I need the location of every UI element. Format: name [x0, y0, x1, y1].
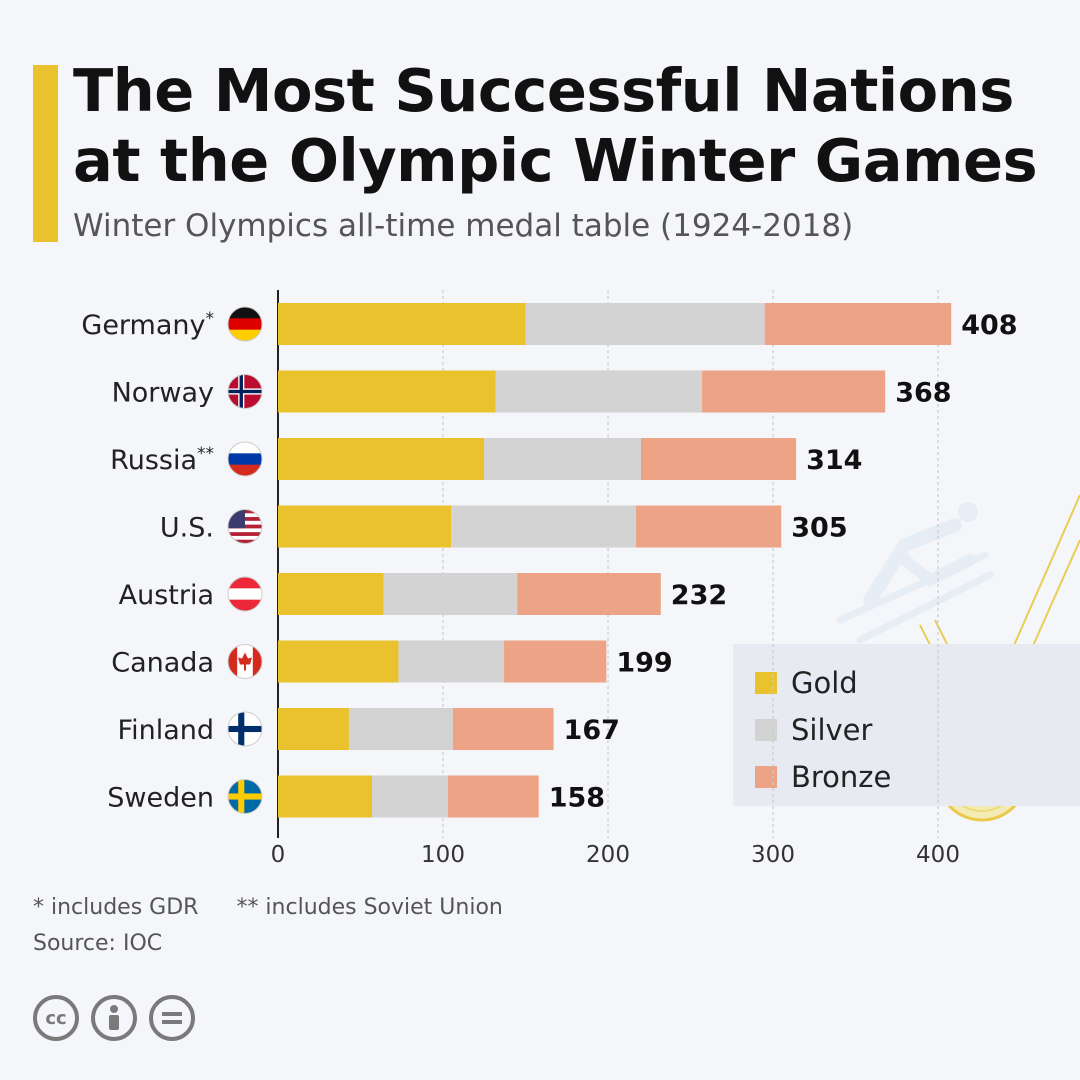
x-tick-label-0: 0: [271, 842, 286, 868]
legend-item-bronze: Bronze: [755, 760, 891, 794]
total-data-label: 167: [564, 715, 620, 746]
bar-segment-bronze: [636, 505, 782, 548]
bar-segment-bronze: [641, 438, 797, 480]
license-icons: cc: [33, 995, 195, 1041]
bar-segment-gold: [278, 370, 496, 413]
bar-segment-bronze: [452, 708, 554, 750]
norway-flag-icon: [227, 374, 263, 409]
bar-segment-bronze: [447, 775, 539, 818]
total-data-label: 158: [549, 783, 605, 814]
total-data-label: 314: [806, 445, 862, 476]
legend: Gold Silver Bronze: [733, 644, 1080, 806]
category-label: Russia**: [110, 444, 214, 476]
footnote-soviet-union: ** includes Soviet Union: [236, 895, 503, 920]
bar-segment-gold: [278, 303, 526, 345]
bar-segment-silver: [383, 573, 518, 615]
footnotes: * includes GDR ** includes Soviet Union: [33, 895, 503, 920]
bar-segment-gold: [278, 708, 349, 750]
total-data-label: 199: [616, 648, 672, 679]
legend-label-gold: Gold: [791, 666, 858, 700]
russia-flag-icon: [227, 441, 263, 477]
total-data-label: 408: [961, 310, 1017, 341]
footnote-gdr: * includes GDR: [33, 895, 199, 920]
x-tick-label-100: 100: [421, 842, 465, 868]
category-label: Finland: [118, 715, 214, 746]
austria-flag-icon: [227, 576, 263, 612]
category-label: Austria: [119, 580, 214, 611]
bar-segment-bronze: [504, 640, 607, 683]
x-tick-label-200: 200: [586, 842, 630, 868]
finland-flag-icon: [227, 711, 263, 747]
x-tick-label-400: 400: [916, 842, 960, 868]
category-label: Norway: [112, 378, 214, 409]
bar-segment-gold: [278, 505, 452, 548]
category-label: Germany*: [81, 309, 214, 341]
attribution-icon: [91, 995, 137, 1041]
bar-segment-gold: [278, 438, 485, 480]
bar-segment-gold: [278, 775, 373, 818]
legend-label-bronze: Bronze: [791, 760, 892, 794]
category-label: U.S.: [160, 513, 214, 544]
legend-swatch-silver: [755, 719, 777, 741]
chart-title: The Most Successful Nations at the Olymp…: [73, 56, 1038, 195]
canada-flag-icon: [227, 644, 263, 679]
category-label: Sweden: [107, 783, 214, 814]
total-data-label: 368: [895, 378, 951, 409]
total-data-label: 232: [671, 580, 727, 611]
category-label: Canada: [111, 648, 214, 679]
bar-segment-silver: [398, 640, 505, 683]
legend-swatch-gold: [755, 672, 777, 694]
total-data-label: 305: [791, 513, 847, 544]
bar-segment-silver: [495, 370, 703, 413]
legend-label-silver: Silver: [791, 713, 873, 747]
bar-segment-silver: [525, 303, 765, 345]
bar-segment-gold: [278, 573, 384, 615]
legend-item-silver: Silver: [755, 713, 872, 747]
germany-flag-icon: [227, 306, 263, 342]
source-note: Source: IOC: [33, 931, 163, 956]
x-tick-label-300: 300: [751, 842, 795, 868]
cc-icon: cc: [33, 995, 79, 1041]
usa-flag-icon: [227, 509, 263, 544]
bar-segment-bronze: [517, 573, 661, 615]
legend-item-gold: Gold: [755, 666, 858, 700]
sweden-flag-icon: [227, 779, 263, 814]
title-accent-bar: [33, 65, 58, 242]
bar-segment-gold: [278, 640, 399, 683]
bar-segment-silver: [451, 505, 637, 548]
bar-segment-bronze: [764, 303, 952, 345]
bar-segment-silver: [372, 775, 448, 818]
bar-segment-bronze: [702, 370, 886, 413]
chart-subtitle: Winter Olympics all-time medal table (19…: [73, 208, 854, 244]
legend-swatch-bronze: [755, 766, 777, 788]
bar-segment-silver: [484, 438, 641, 480]
bar-segment-silver: [348, 708, 453, 750]
no-derivatives-icon: [149, 995, 195, 1041]
